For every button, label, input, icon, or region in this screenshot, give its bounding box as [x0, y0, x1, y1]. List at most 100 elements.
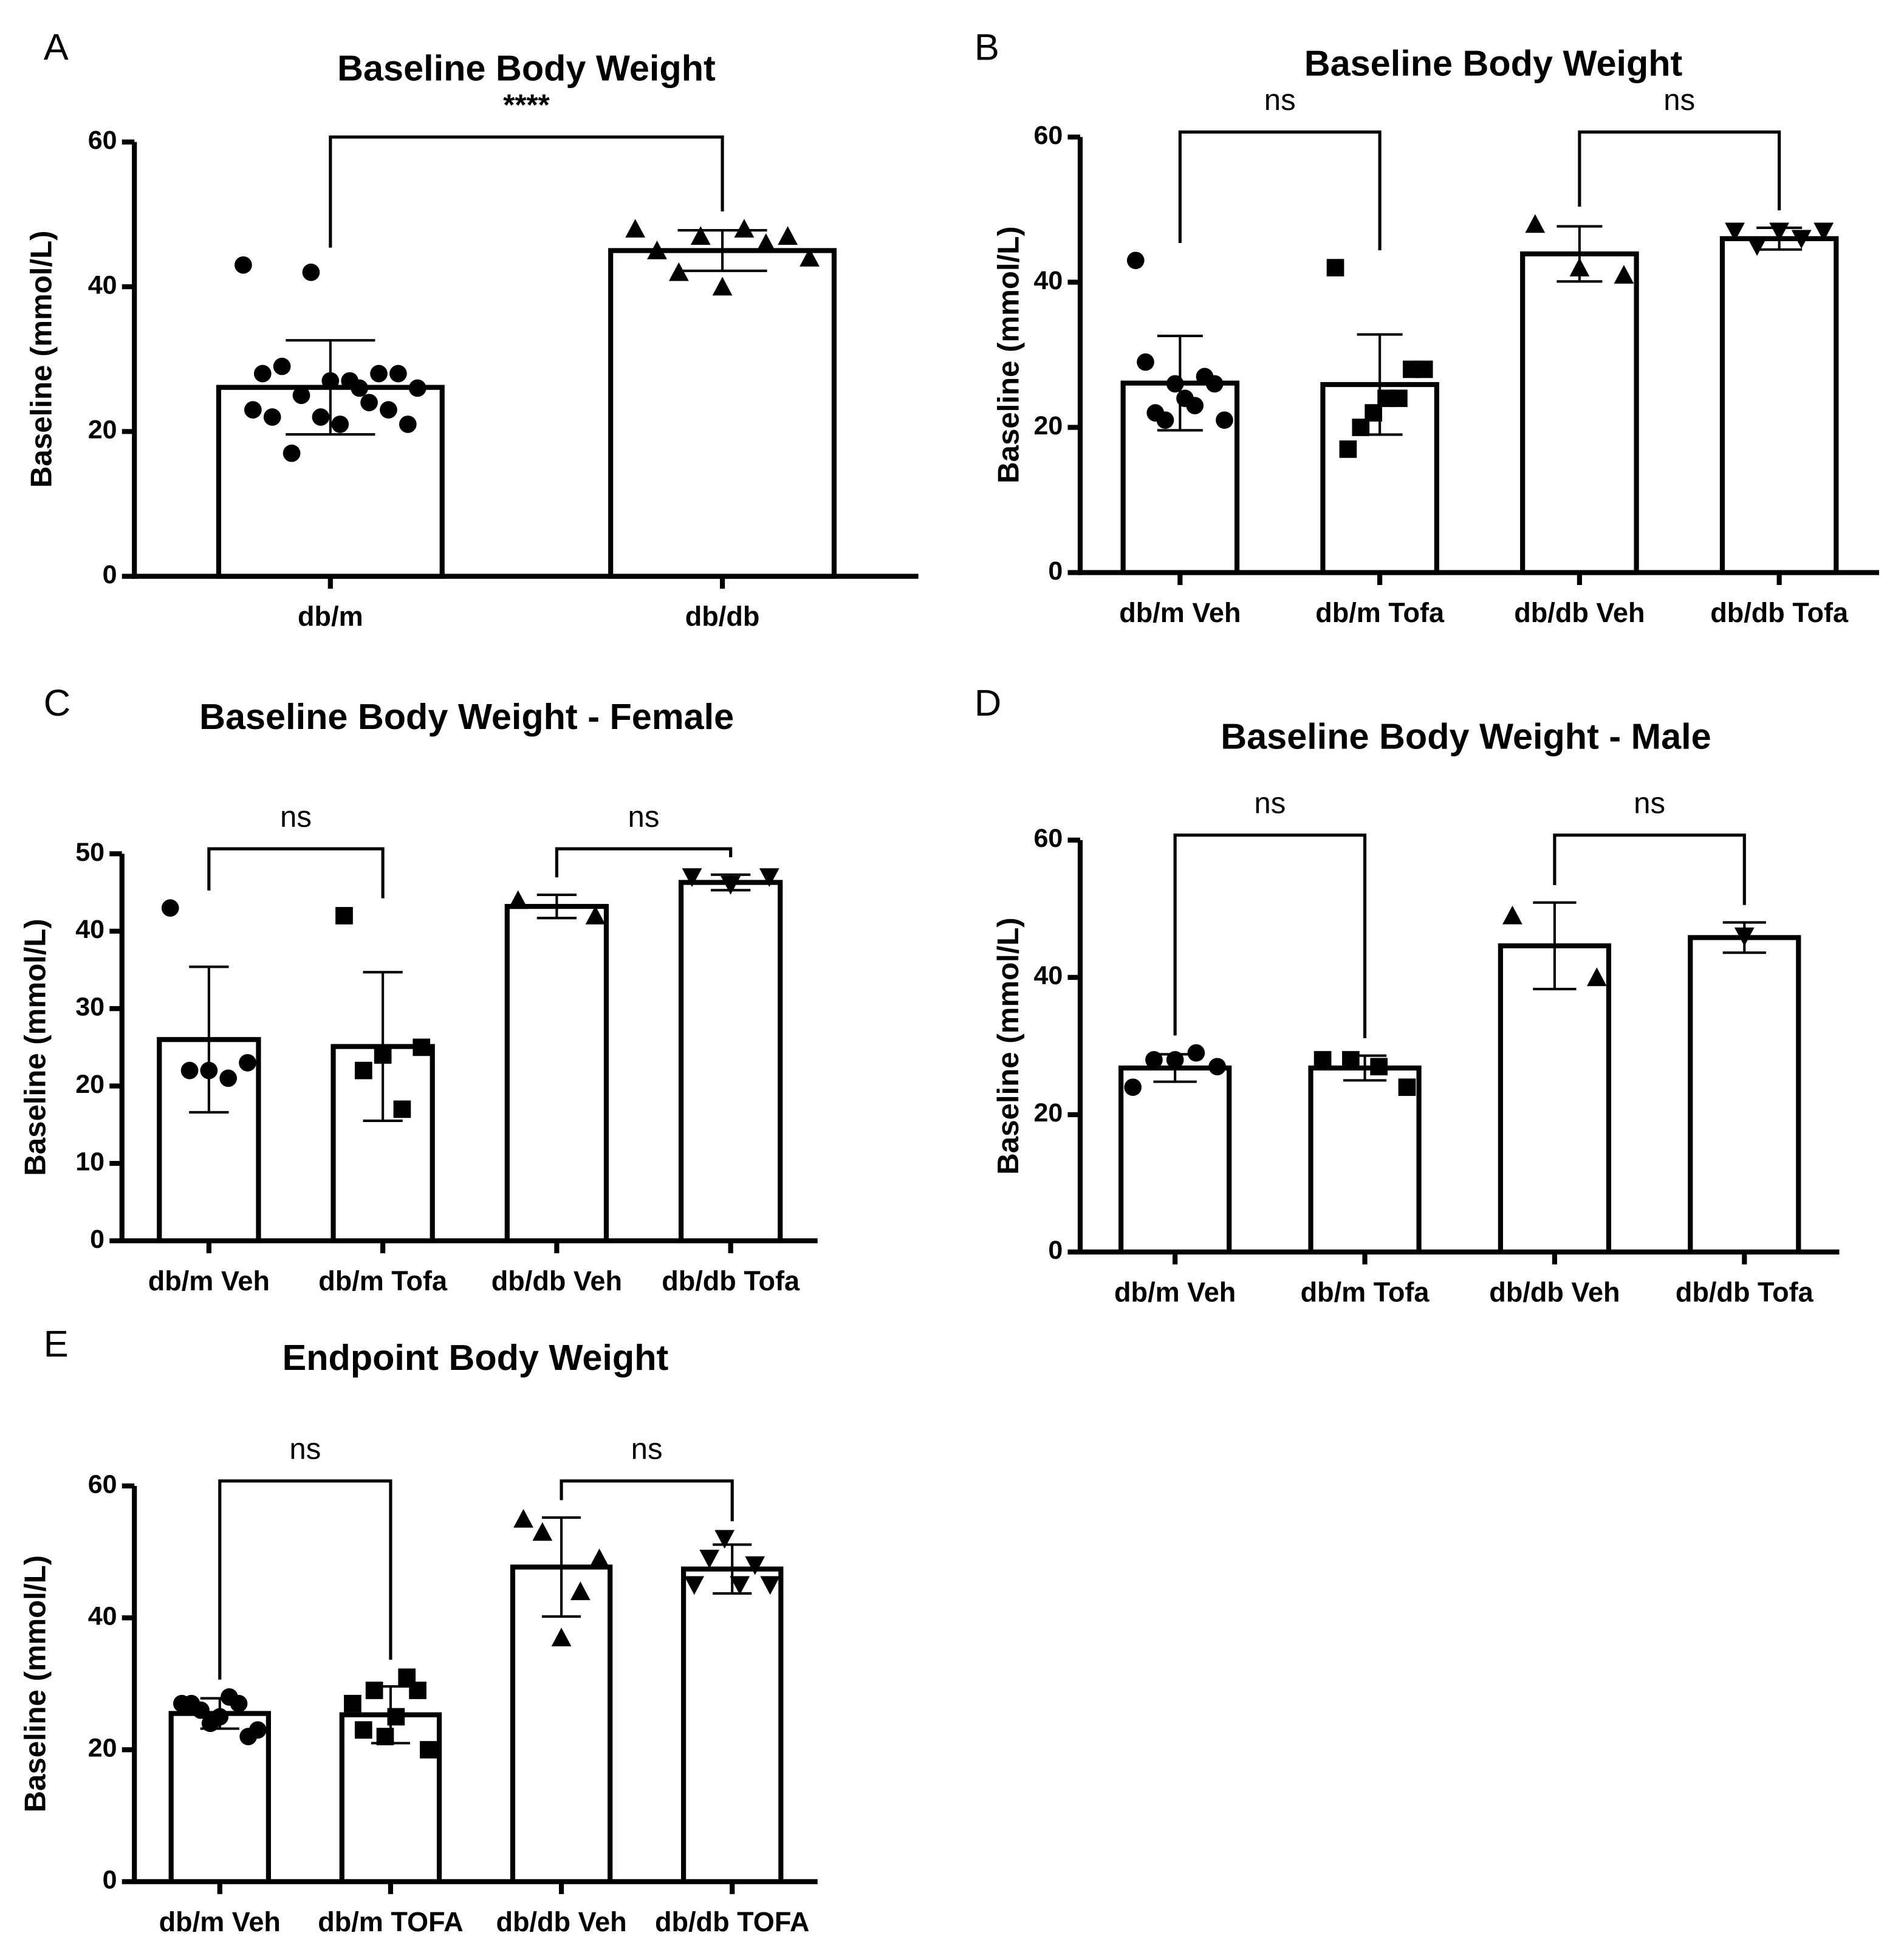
significance-label: ns [1634, 787, 1665, 820]
data-point [331, 416, 349, 433]
error-bar [1157, 334, 1203, 432]
data-point [420, 1740, 437, 1759]
error-bar [1722, 921, 1766, 954]
x-tick-label: db/m Veh [148, 1265, 270, 1296]
chart-title: Baseline Body Weight - Female [199, 696, 734, 737]
significance-label: ns [1264, 83, 1296, 117]
bar [1688, 935, 1801, 1254]
bar [608, 248, 837, 579]
significance-label: ns [628, 800, 660, 833]
data-point [354, 1721, 372, 1739]
panel-chart: C Baseline Body Weight - Female Baseline (… [18, 682, 818, 1296]
data-point [360, 394, 378, 412]
significance-bracket [555, 847, 733, 878]
y-tick-label: 40 [1033, 266, 1063, 295]
x-tick-label: db/m Veh [159, 1906, 281, 1937]
error-bar [200, 1697, 239, 1730]
significance-label: **** [503, 88, 550, 122]
data-point [1326, 259, 1344, 276]
data-point [1216, 411, 1233, 429]
significance-bracket [218, 1479, 392, 1680]
data-point [1186, 397, 1204, 414]
panel-chart: A Baseline Body Weight Baseline (mmol/L) 0 2… [25, 26, 919, 632]
y-tick-label: 0 [103, 1866, 117, 1895]
x-tick-label: db/db Veh [496, 1906, 626, 1937]
data-point [1747, 237, 1767, 256]
error-bar [1556, 225, 1603, 283]
bar [678, 880, 783, 1244]
panel-letter: E [44, 1323, 69, 1365]
data-point [625, 219, 646, 238]
panel-letter: B [974, 26, 999, 68]
panel-chart: B Baseline Body Weight Baseline (mmol/L) 0 2… [974, 26, 1880, 628]
data-point [589, 1549, 609, 1567]
error-bar [711, 873, 751, 892]
data-point [730, 1576, 750, 1595]
data-point [351, 379, 368, 397]
data-point [759, 868, 779, 888]
data-point [513, 1508, 533, 1528]
y-tick-label: 30 [75, 993, 104, 1022]
data-point [1813, 222, 1834, 242]
data-point [690, 226, 711, 245]
error-bar [713, 1543, 752, 1595]
error-bar [1357, 333, 1403, 436]
y-tick-label: 60 [1033, 121, 1063, 150]
data-point [161, 899, 179, 917]
x-tick-label: db/m [298, 601, 363, 632]
data-point [180, 1061, 199, 1080]
y-tick-label: 0 [1048, 556, 1063, 586]
y-tick-label: 20 [1033, 1098, 1063, 1128]
data-point [380, 401, 397, 419]
x-tick-label: db/m Tofa [318, 1265, 448, 1296]
x-tick-label: db/db [685, 601, 760, 632]
y-tick-label: 60 [88, 126, 117, 155]
y-tick-label: 60 [88, 1470, 117, 1499]
significance-bracket [1553, 833, 1746, 905]
data-point [219, 1069, 238, 1087]
data-point [1187, 1044, 1205, 1062]
data-point [283, 444, 301, 462]
x-tick-label: db/db Tofa [1676, 1276, 1814, 1307]
x-tick-label: db/db Tofa [1710, 597, 1849, 628]
data-point [734, 219, 755, 238]
x-tick-label: db/db Tofa [662, 1265, 800, 1296]
bar [1118, 1065, 1232, 1254]
data-point [1398, 1078, 1416, 1097]
data-point [393, 1100, 411, 1118]
data-point [1339, 440, 1357, 458]
y-tick-label: 0 [1048, 1236, 1063, 1265]
data-point [508, 890, 529, 909]
y-tick-label: 40 [88, 270, 117, 299]
data-point [712, 276, 733, 296]
data-point [800, 247, 820, 267]
data-point [389, 364, 407, 383]
bar [504, 903, 609, 1244]
error-bar [677, 229, 767, 272]
data-point [1502, 905, 1522, 925]
data-point [778, 226, 798, 245]
data-point [239, 1054, 256, 1072]
data-point [684, 1576, 705, 1595]
data-point [244, 401, 262, 419]
x-tick-label: db/db TOFA [655, 1906, 809, 1937]
significance-bracket [329, 135, 724, 248]
data-point [370, 364, 388, 383]
data-point [756, 233, 776, 252]
error-bar [1756, 226, 1803, 251]
y-tick-label: 40 [88, 1601, 117, 1631]
data-point [1313, 1051, 1332, 1069]
data-point [682, 868, 702, 888]
data-point [344, 1694, 361, 1713]
panel-chart: E Endpoint Body Weight Baseline (mmol/L) 0 2… [18, 1323, 818, 1937]
data-point [760, 1576, 781, 1595]
y-tick-label: 60 [1033, 824, 1063, 853]
data-point [312, 408, 330, 426]
y-tick-label: 40 [1033, 961, 1063, 990]
data-point [1352, 419, 1370, 436]
data-point [714, 1530, 735, 1549]
panel-chart: D Baseline Body Weight - Male Baseline (mm… [974, 682, 1840, 1307]
data-point [263, 408, 281, 426]
y-tick-label: 0 [103, 560, 117, 589]
